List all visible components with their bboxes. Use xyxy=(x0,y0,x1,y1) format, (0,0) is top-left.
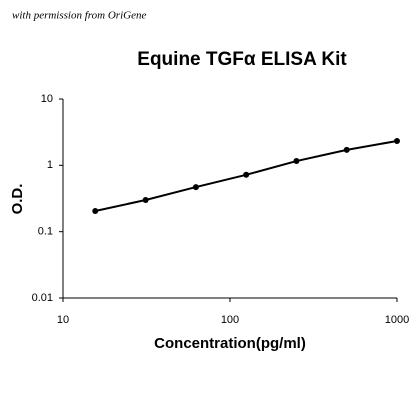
data-point xyxy=(142,197,149,204)
annotation: with permission from OriGene xyxy=(12,10,146,22)
chart-title: Equine TGFα ELISA Kit xyxy=(137,49,347,70)
y-tick-label: 0.1 xyxy=(38,226,53,238)
y-axis-label: O.D. xyxy=(9,184,26,215)
x-tick-label: 10 xyxy=(57,314,69,326)
data-point xyxy=(92,207,99,214)
data-point xyxy=(192,184,199,191)
x-tick-label: 100 xyxy=(221,314,239,326)
data-point xyxy=(343,146,350,153)
y-tick-label: 0.01 xyxy=(32,292,53,304)
y-tick-label: 10 xyxy=(41,93,53,105)
x-tick-label: 1000 xyxy=(385,314,409,326)
data-point xyxy=(293,158,300,165)
data-point xyxy=(243,171,250,178)
x-axis-label: Concentration(pg/ml) xyxy=(154,335,306,352)
y-tick-label: 1 xyxy=(47,159,53,171)
data-point xyxy=(394,137,400,144)
